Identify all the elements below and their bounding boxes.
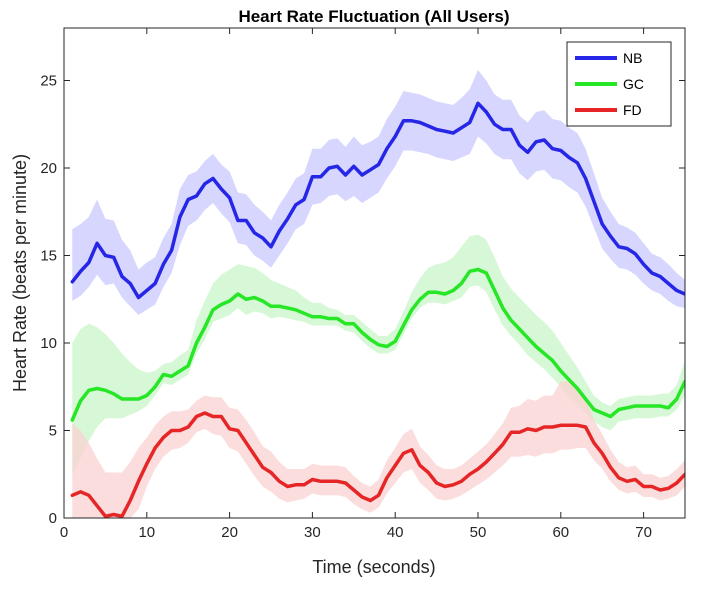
x-axis-label: Time (seconds) [312,557,435,577]
y-tick-label: 0 [49,510,57,527]
chart-title: Heart Rate Fluctuation (All Users) [238,7,509,26]
x-tick-label: 70 [635,524,652,541]
legend-label-nb: NB [623,50,642,66]
legend: NB GC FD [566,41,672,127]
nb-confidence-band [72,70,685,315]
x-tick-label: 50 [470,524,487,541]
y-tick-label: 10 [40,335,57,352]
nb-series-line [70,101,685,300]
fd-confidence-band [72,381,685,518]
x-tick-label: 30 [304,524,321,541]
legend-label-gc: GC [623,76,644,92]
y-tick-label: 20 [40,160,57,177]
y-tick-label: 15 [40,248,57,265]
confidence-bands [72,70,685,518]
x-tick-label: 60 [552,524,569,541]
x-tick-label: 20 [221,524,238,541]
x-tick-label: 10 [138,524,155,541]
x-axis-ticks: 0 10 20 30 40 50 60 70 [60,28,652,541]
plot-frame [63,27,686,519]
series-lines [70,101,685,518]
legend-label-fd: FD [623,102,642,118]
y-tick-label: 5 [49,423,57,440]
y-tick-label: 25 [40,73,57,90]
gc-confidence-band [72,234,685,475]
x-tick-label: 0 [60,524,68,541]
gc-series-line [70,267,685,422]
y-axis-ticks: 0 5 10 15 20 25 [40,73,685,527]
x-tick-label: 40 [387,524,404,541]
y-axis-label: Heart Rate (beats per minute) [10,154,30,392]
fd-series-line [70,411,685,518]
